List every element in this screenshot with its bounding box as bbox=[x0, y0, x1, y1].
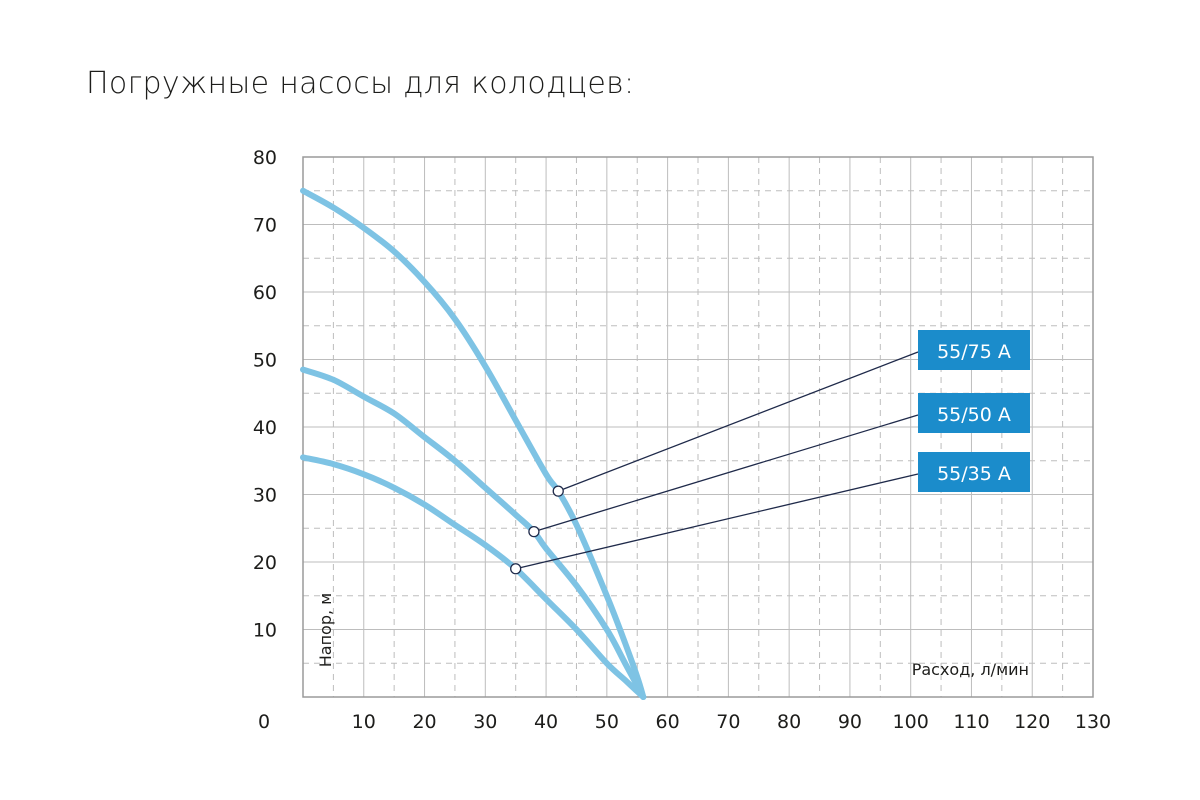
page-title: Погружные насосы для колодцев: bbox=[86, 66, 635, 101]
curves bbox=[300, 187, 647, 700]
markers bbox=[510, 485, 564, 575]
series-line-3 bbox=[300, 454, 647, 700]
y-tick-label: 10 bbox=[253, 620, 277, 642]
x-tick-label: 70 bbox=[716, 711, 740, 733]
leader-line bbox=[533, 414, 919, 533]
leader-lines bbox=[515, 351, 919, 570]
y-tick-label: 40 bbox=[253, 417, 277, 439]
plot-frame bbox=[302, 156, 1094, 698]
plot-border bbox=[302, 156, 1094, 698]
y-tick-label: 50 bbox=[253, 350, 277, 372]
x-tick-label: 10 bbox=[352, 711, 376, 733]
series-badge bbox=[918, 393, 1030, 433]
series-marker bbox=[552, 485, 564, 497]
x-tick-label: 60 bbox=[656, 711, 680, 733]
y-axis-label: Напор, м bbox=[316, 593, 335, 667]
x-tick-label: 130 bbox=[1075, 711, 1111, 733]
x-tick-label: 80 bbox=[777, 711, 801, 733]
x-tick-label: 110 bbox=[953, 711, 989, 733]
x-tick-label: 90 bbox=[838, 711, 862, 733]
x-tick-label: 100 bbox=[893, 711, 929, 733]
y-tick-label: 60 bbox=[253, 282, 277, 304]
x-axis-label: Расход, л/мин bbox=[912, 660, 1029, 679]
leader-line bbox=[515, 473, 919, 570]
leader-line bbox=[557, 351, 919, 492]
tick-labels: 0 10 20 30 40 50 60 70 80 90 100 110 120 130 10 20 30 40 5… bbox=[253, 147, 1111, 733]
x-tick-label: 120 bbox=[1014, 711, 1050, 733]
series-marker bbox=[528, 525, 540, 538]
y-tick-label: 80 bbox=[253, 147, 277, 169]
series-badge-label: 55/50 A bbox=[937, 404, 1011, 426]
y-tick-label: 30 bbox=[253, 485, 277, 507]
x-tick-label: 20 bbox=[412, 711, 436, 733]
series-line-2 bbox=[300, 366, 647, 700]
x-tick-label: 50 bbox=[595, 711, 619, 733]
series-marker bbox=[510, 563, 522, 575]
y-tick-label: 20 bbox=[253, 552, 277, 574]
series-line-1 bbox=[300, 187, 647, 700]
series-badge-label: 55/35 A bbox=[937, 463, 1011, 485]
series-badge bbox=[918, 330, 1030, 370]
series-badge-label: 55/75 A bbox=[937, 341, 1011, 363]
x-tick-label: 40 bbox=[534, 711, 558, 733]
series-badge bbox=[918, 452, 1030, 492]
x-tick-label: 0 bbox=[258, 711, 270, 733]
y-tick-label: 70 bbox=[253, 215, 277, 237]
x-tick-label: 30 bbox=[473, 711, 497, 733]
series-badges: 55/75 A 55/50 A 55/35 A bbox=[918, 330, 1030, 492]
